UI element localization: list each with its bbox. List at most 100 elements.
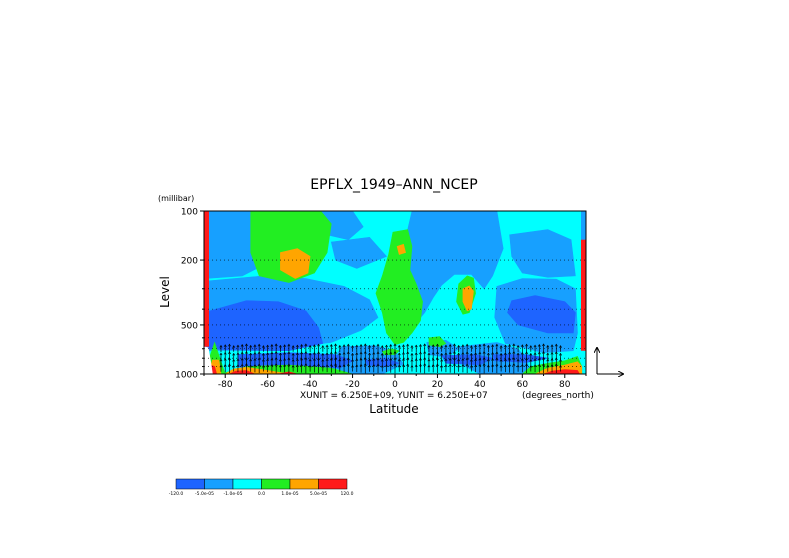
flux-vector-head <box>410 364 414 368</box>
flux-vector-head <box>283 351 287 355</box>
flux-vector-head <box>444 352 448 355</box>
flux-vector-head <box>240 363 244 367</box>
flux-vector-head <box>554 357 558 361</box>
flux-vector-head <box>444 344 448 348</box>
flux-vector-head <box>406 351 410 355</box>
contour-region <box>204 300 324 352</box>
flux-vector-head <box>380 364 384 368</box>
flux-vector-head <box>346 363 350 367</box>
flux-vector-head <box>372 358 376 361</box>
flux-vector-head <box>228 351 231 355</box>
flux-vector-head <box>253 363 257 367</box>
x-tick-label: -60 <box>260 380 275 390</box>
flux-vector-head <box>435 363 439 367</box>
flux-vector-head <box>274 343 278 347</box>
flux-vector-head <box>525 351 529 355</box>
flux-vector-head <box>457 358 461 362</box>
flux-vector-head <box>270 357 274 361</box>
flux-vector-head <box>508 357 512 361</box>
edge-strips <box>204 211 586 351</box>
legend-label: 0.0 <box>258 491 265 497</box>
flux-vector-head <box>559 358 562 362</box>
contour-region <box>278 371 298 374</box>
flux-vector-head <box>283 363 287 367</box>
flux-vector-head <box>368 344 371 348</box>
flux-vector-head <box>278 358 282 362</box>
flux-vector-head <box>380 358 384 362</box>
contour-regions <box>204 211 583 374</box>
flux-vector-head <box>482 357 486 360</box>
flux-vector-head <box>308 344 312 348</box>
flux-vector-head <box>499 352 503 356</box>
flux-vector-head <box>317 363 321 367</box>
flux-vector-head <box>491 363 495 367</box>
edge-strip <box>204 211 209 347</box>
legend-swatch <box>232 478 262 490</box>
flux-vector-head <box>525 357 529 361</box>
flux-vector-head <box>559 345 562 348</box>
x-tick-label: -80 <box>218 380 233 390</box>
flux-vector-head <box>295 364 299 368</box>
flux-vector-head <box>368 358 371 362</box>
flux-vector-head <box>372 351 376 355</box>
legend-swatch <box>175 478 205 490</box>
flux-vector-head <box>346 351 350 355</box>
flux-vector-head <box>351 358 355 362</box>
flux-vector-head <box>512 357 516 360</box>
flux-vector-head <box>257 343 261 347</box>
flux-vector-head <box>274 357 278 360</box>
flux-vector-head <box>474 358 478 362</box>
flux-vector-head <box>283 358 287 361</box>
flux-vector-head <box>423 343 427 347</box>
flux-vector-head <box>308 358 312 362</box>
flux-vector-head <box>520 358 524 361</box>
flux-vector-head <box>461 351 465 355</box>
flux-vector-head <box>363 357 367 360</box>
flux-vector-head <box>232 345 236 348</box>
flux-vector-head <box>270 351 274 355</box>
flux-vector-head <box>376 351 380 355</box>
contour-region <box>396 243 406 255</box>
flux-vector-head <box>397 352 401 356</box>
flux-vector-head <box>261 352 265 356</box>
flux-vector-head <box>414 364 418 368</box>
x-tick-label: -40 <box>303 380 318 390</box>
flux-vector-head <box>525 343 529 347</box>
contour-region <box>462 285 474 312</box>
flux-vector-head <box>452 357 456 360</box>
flux-vector-head <box>300 343 304 347</box>
flux-vector-head <box>508 363 512 367</box>
flux-vector-head <box>338 358 342 362</box>
flux-vector-head <box>495 351 499 355</box>
legend-label: -1.0e-05 <box>224 491 243 497</box>
flux-vector-head <box>554 343 558 347</box>
x-tick-label: -20 <box>345 380 360 390</box>
flux-vector-head <box>469 352 473 356</box>
flux-vector-head <box>236 344 240 348</box>
flux-vector-head <box>385 358 388 362</box>
flux-vector-head <box>342 344 346 348</box>
flux-vector-head <box>491 358 495 361</box>
flux-vector-head <box>503 358 507 362</box>
flux-vector-head <box>228 363 231 367</box>
flux-vector-head <box>351 345 355 348</box>
flux-vector-head <box>300 357 304 361</box>
flux-vector-head <box>278 344 282 348</box>
flux-vector-head <box>223 344 227 348</box>
flux-vector-head <box>240 351 244 355</box>
flux-vector-head <box>295 358 299 362</box>
flux-vector-head <box>499 364 503 368</box>
flux-vector-head <box>525 363 529 367</box>
flux-vector-head <box>257 363 261 367</box>
flux-vector-head <box>244 343 248 347</box>
flux-vector-head <box>406 357 410 361</box>
flux-vector-head <box>419 357 422 361</box>
flux-vector-head <box>520 344 524 348</box>
flux-vector-head <box>440 364 444 368</box>
flux-vector-head <box>261 345 265 348</box>
flux-vector-head <box>508 343 512 347</box>
x-tick-label: 40 <box>474 380 486 390</box>
flux-vector-head <box>232 352 236 356</box>
flux-vector-head <box>410 345 414 348</box>
flux-vector-head <box>435 357 439 361</box>
